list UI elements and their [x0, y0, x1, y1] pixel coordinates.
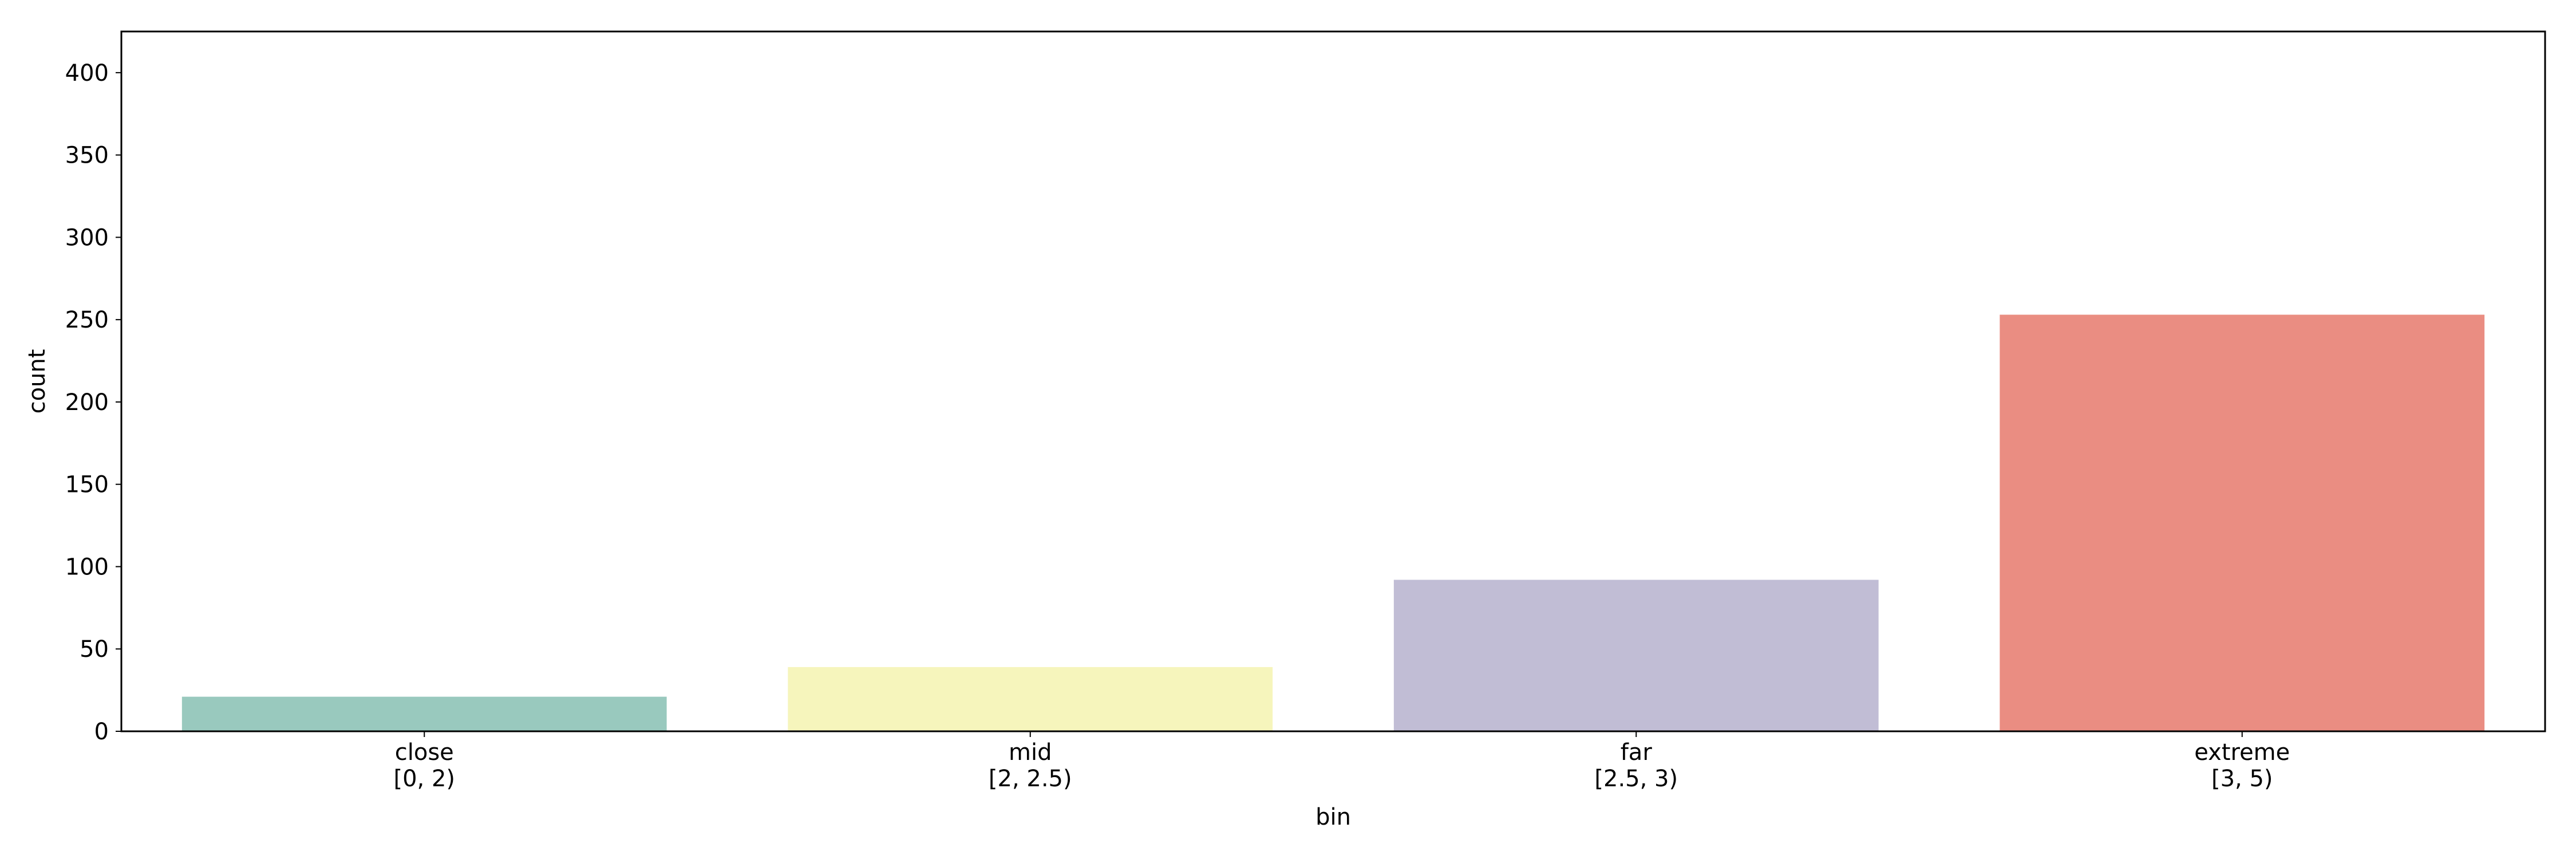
- bar-far: [1393, 580, 1879, 731]
- x-tick-label: close [0, 2): [393, 739, 455, 792]
- x-tick-label: extreme [3, 5): [2194, 739, 2290, 792]
- x-tick-label: mid [2, 2.5): [989, 739, 1072, 792]
- y-tick-label: 300: [65, 224, 109, 251]
- y-ticks-group: 0 50 100 150 200 250 300 350 400: [65, 60, 121, 745]
- x-ticks-group: close [0, 2) mid [2, 2.5) far [2.5, 3) extreme…: [393, 731, 2290, 792]
- y-tick-label: 0: [94, 719, 109, 745]
- y-tick-label: 250: [65, 307, 109, 333]
- bar-mid: [788, 667, 1273, 731]
- y-tick-label: 100: [65, 554, 109, 580]
- bars-group: [181, 314, 2485, 731]
- y-tick-label: 400: [65, 60, 109, 86]
- bar-close: [181, 696, 667, 731]
- x-axis-label: bin: [1315, 804, 1351, 830]
- y-axis-label: count: [24, 349, 50, 414]
- y-tick-label: 200: [65, 389, 109, 416]
- x-tick-label: far [2.5, 3): [1594, 739, 1678, 792]
- y-tick-label: 150: [65, 472, 109, 498]
- bar-extreme: [2000, 314, 2485, 731]
- plot-frame: [120, 30, 2546, 732]
- y-tick-label: 350: [65, 143, 109, 169]
- y-tick-label: 50: [80, 636, 109, 663]
